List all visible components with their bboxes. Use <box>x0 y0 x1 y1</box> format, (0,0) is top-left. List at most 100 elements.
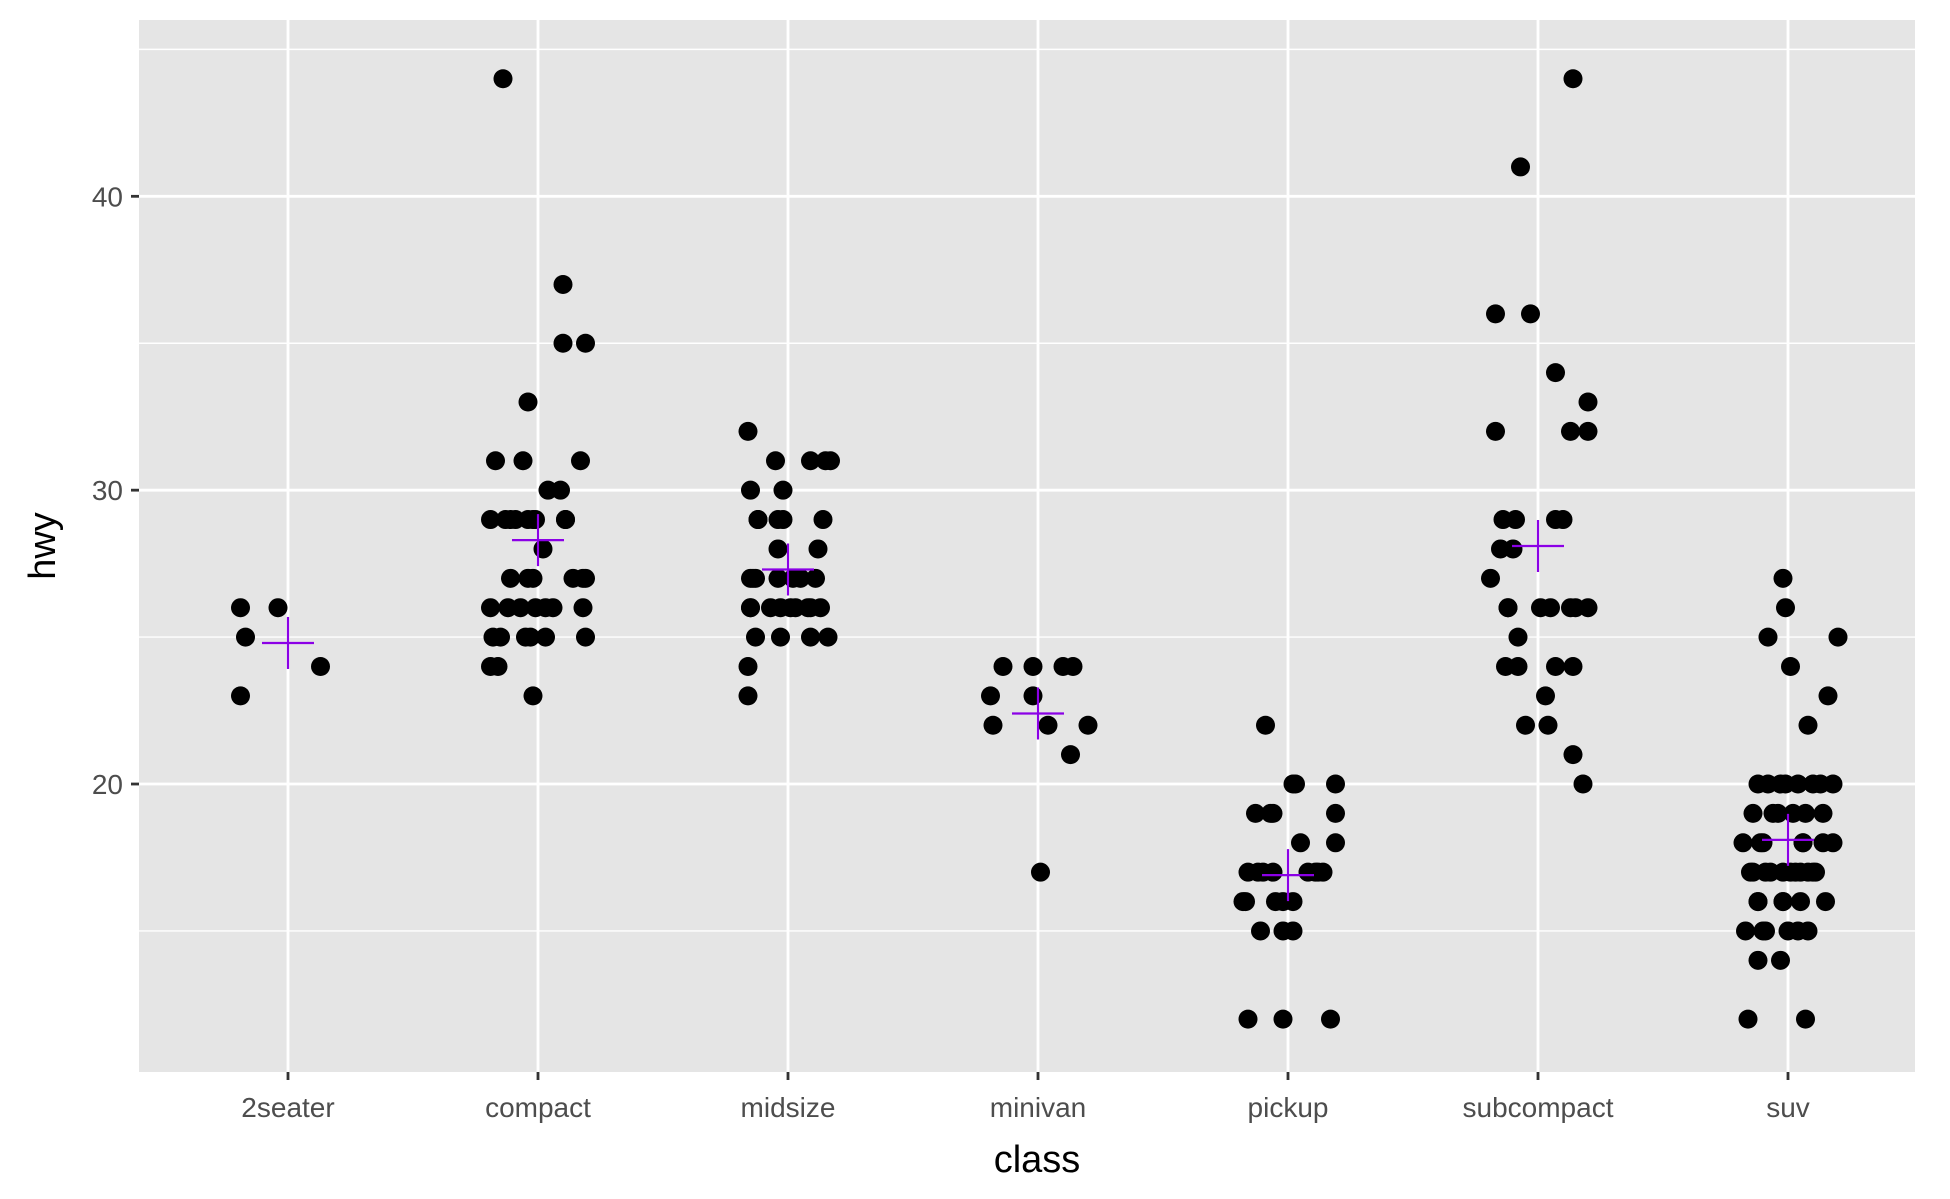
data-point <box>1756 921 1775 941</box>
data-point <box>486 451 505 471</box>
data-point <box>738 656 758 676</box>
data-point <box>813 510 833 530</box>
data-point <box>573 598 593 618</box>
data-point <box>1788 921 1808 941</box>
data-point <box>1246 803 1265 823</box>
data-point <box>1491 539 1510 559</box>
data-point <box>1828 627 1848 647</box>
data-point <box>738 686 758 706</box>
data-point <box>1486 304 1505 324</box>
data-point <box>1776 598 1795 618</box>
data-point <box>1796 1009 1815 1029</box>
data-point <box>1283 921 1303 941</box>
x-tick-label: midsize <box>741 1092 836 1123</box>
data-point <box>1308 862 1328 882</box>
data-point <box>231 598 250 618</box>
data-point <box>1803 862 1823 882</box>
data-point <box>748 510 768 530</box>
data-point <box>1326 774 1345 794</box>
data-point <box>818 627 838 647</box>
data-point <box>1506 510 1525 530</box>
data-point <box>576 333 595 353</box>
data-point <box>1733 833 1753 853</box>
y-axis-ticks: 20 30 40 <box>92 181 139 800</box>
data-point <box>743 568 763 588</box>
data-point <box>1578 392 1598 412</box>
x-tick-label: pickup <box>1248 1092 1329 1123</box>
data-point <box>766 451 785 471</box>
x-tick-label: minivan <box>990 1092 1086 1123</box>
data-point <box>1546 656 1565 676</box>
data-point <box>993 656 1013 676</box>
data-point <box>1256 715 1275 735</box>
data-point <box>1748 892 1768 912</box>
data-point <box>1538 715 1558 735</box>
mean-markers <box>262 514 1814 902</box>
data-point <box>1823 833 1843 853</box>
data-point <box>1516 715 1535 735</box>
data-point <box>523 686 543 706</box>
data-points <box>231 69 1848 1029</box>
data-point <box>821 451 840 471</box>
data-point <box>771 627 790 647</box>
data-point <box>1251 921 1270 941</box>
data-point <box>1038 715 1058 735</box>
data-point <box>1531 598 1550 618</box>
data-point <box>781 598 800 618</box>
data-point <box>518 392 538 412</box>
data-point <box>1758 627 1778 647</box>
data-point <box>746 627 765 647</box>
data-point <box>1233 892 1253 912</box>
data-point <box>806 568 825 588</box>
data-point <box>1743 803 1763 823</box>
data-point <box>1326 803 1345 823</box>
data-point <box>1773 892 1793 912</box>
data-point <box>571 451 590 471</box>
data-point <box>1736 921 1755 941</box>
data-point <box>1553 510 1573 530</box>
x-tick-label: suv <box>1766 1092 1810 1123</box>
x-tick-label: compact <box>485 1092 591 1123</box>
data-point <box>1791 892 1810 912</box>
data-point <box>493 69 513 89</box>
data-point <box>1563 745 1583 765</box>
data-point <box>1748 774 1768 794</box>
y-tick-label: 20 <box>92 769 123 800</box>
data-point <box>311 656 330 676</box>
data-point <box>801 598 820 618</box>
data-point <box>231 686 250 706</box>
data-point <box>536 627 555 647</box>
data-point <box>1781 656 1800 676</box>
data-point <box>491 627 510 647</box>
data-point <box>808 539 828 559</box>
data-point <box>488 656 508 676</box>
x-tick-label: 2seater <box>241 1092 334 1123</box>
data-point <box>536 598 555 618</box>
data-point <box>1561 598 1580 618</box>
data-point <box>773 510 793 530</box>
data-point <box>496 510 515 530</box>
data-point <box>1563 69 1583 89</box>
data-point <box>1788 774 1808 794</box>
data-point <box>1273 892 1293 912</box>
data-point <box>1023 656 1043 676</box>
data-point <box>1063 656 1083 676</box>
data-point <box>236 627 255 647</box>
data-point <box>1031 862 1050 882</box>
data-point <box>1823 774 1843 794</box>
data-point <box>521 627 540 647</box>
data-point <box>481 510 500 530</box>
data-point <box>801 451 820 471</box>
data-point <box>1238 1009 1258 1029</box>
data-point <box>1738 1009 1758 1029</box>
data-point <box>981 686 1000 706</box>
data-point <box>1741 862 1760 882</box>
data-point <box>1753 833 1773 853</box>
data-point <box>1291 833 1310 853</box>
data-point <box>1818 686 1838 706</box>
data-point <box>1511 157 1530 177</box>
data-point <box>1578 598 1598 618</box>
data-point <box>1286 774 1305 794</box>
data-point <box>1761 862 1780 882</box>
data-point <box>1748 950 1768 970</box>
